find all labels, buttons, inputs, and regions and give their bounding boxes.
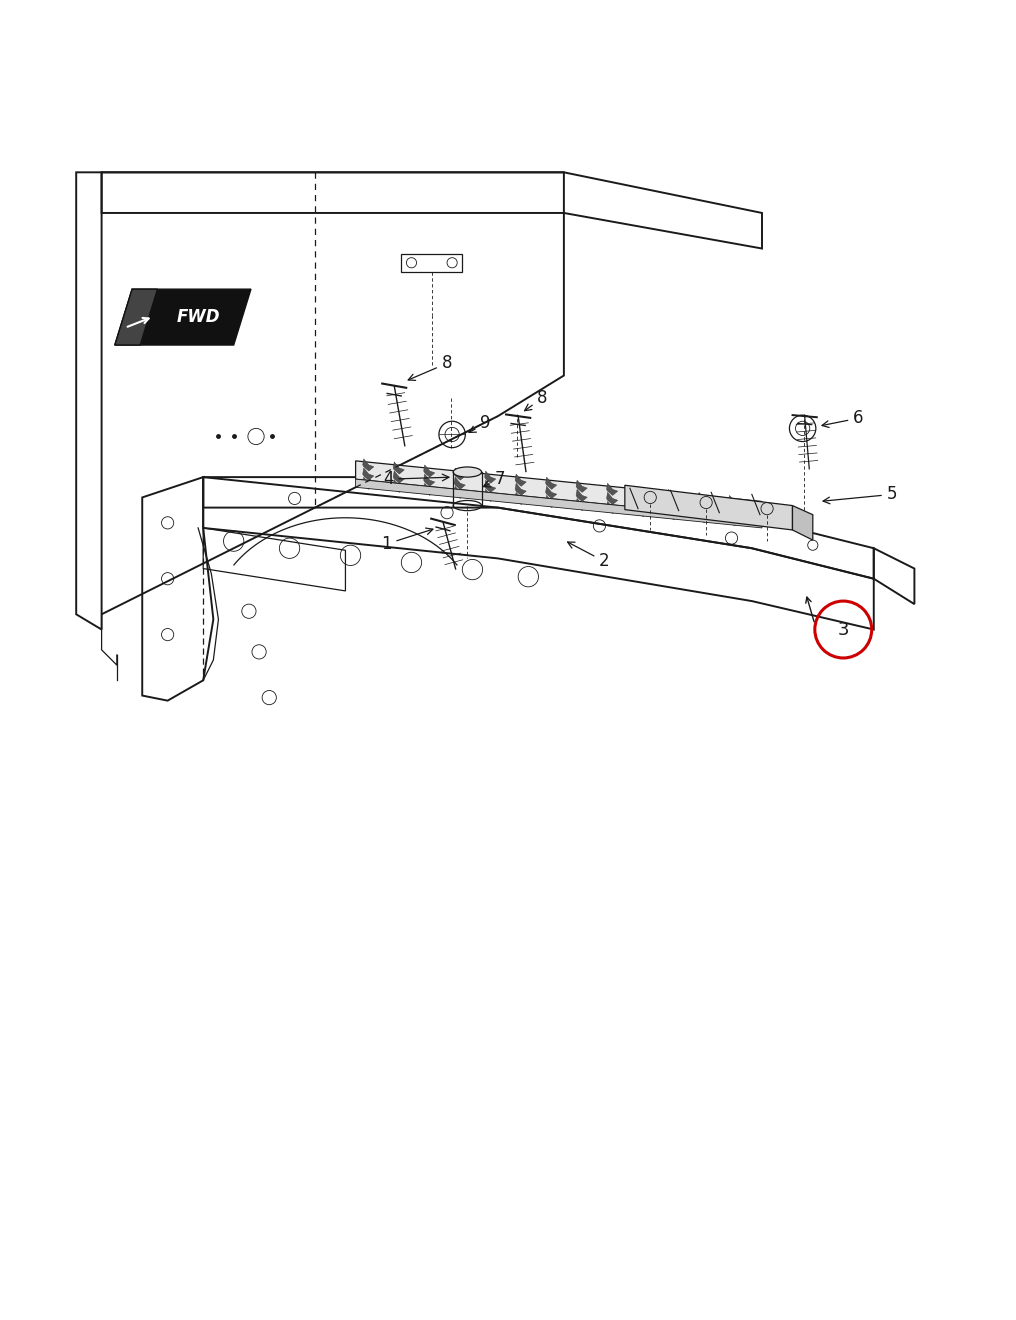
Text: FWD: FWD bbox=[177, 308, 219, 326]
Polygon shape bbox=[728, 513, 740, 525]
Polygon shape bbox=[546, 486, 557, 499]
Text: 4: 4 bbox=[383, 470, 449, 488]
Polygon shape bbox=[698, 492, 709, 504]
Polygon shape bbox=[485, 490, 496, 502]
Polygon shape bbox=[115, 289, 157, 345]
Polygon shape bbox=[515, 474, 526, 486]
Polygon shape bbox=[356, 479, 762, 528]
Text: 9: 9 bbox=[469, 414, 491, 433]
Polygon shape bbox=[363, 459, 374, 471]
Polygon shape bbox=[792, 506, 813, 540]
Polygon shape bbox=[607, 483, 618, 495]
Polygon shape bbox=[393, 471, 404, 483]
Polygon shape bbox=[515, 492, 526, 504]
Text: 3: 3 bbox=[837, 620, 849, 639]
Polygon shape bbox=[454, 486, 465, 499]
Polygon shape bbox=[485, 471, 496, 483]
Text: 8: 8 bbox=[524, 389, 548, 411]
Polygon shape bbox=[625, 486, 792, 529]
Polygon shape bbox=[546, 495, 557, 508]
Polygon shape bbox=[637, 495, 648, 508]
Polygon shape bbox=[393, 480, 404, 492]
Polygon shape bbox=[668, 490, 679, 502]
Polygon shape bbox=[668, 508, 679, 520]
Polygon shape bbox=[576, 499, 587, 511]
Text: 7: 7 bbox=[484, 470, 505, 488]
Polygon shape bbox=[424, 483, 435, 495]
Polygon shape bbox=[363, 477, 374, 490]
Polygon shape bbox=[393, 462, 404, 474]
Text: 1: 1 bbox=[381, 528, 433, 553]
Polygon shape bbox=[607, 502, 618, 513]
Polygon shape bbox=[576, 480, 587, 492]
Ellipse shape bbox=[453, 467, 482, 477]
Polygon shape bbox=[485, 480, 496, 492]
Polygon shape bbox=[698, 502, 709, 513]
Polygon shape bbox=[728, 504, 740, 516]
Polygon shape bbox=[607, 492, 618, 504]
Polygon shape bbox=[698, 511, 709, 523]
Polygon shape bbox=[637, 504, 648, 516]
Polygon shape bbox=[515, 483, 526, 495]
Polygon shape bbox=[668, 499, 679, 511]
Polygon shape bbox=[424, 474, 435, 486]
Polygon shape bbox=[356, 461, 762, 520]
Polygon shape bbox=[454, 477, 465, 490]
Text: 2: 2 bbox=[568, 543, 610, 570]
Text: 5: 5 bbox=[823, 486, 897, 504]
Polygon shape bbox=[363, 469, 374, 480]
Text: 6: 6 bbox=[822, 409, 864, 428]
Polygon shape bbox=[115, 289, 251, 345]
Polygon shape bbox=[454, 469, 465, 480]
Polygon shape bbox=[576, 490, 587, 502]
Polygon shape bbox=[728, 495, 740, 508]
Polygon shape bbox=[424, 465, 435, 477]
Polygon shape bbox=[546, 477, 557, 490]
Text: 8: 8 bbox=[408, 354, 452, 380]
Polygon shape bbox=[637, 486, 648, 499]
